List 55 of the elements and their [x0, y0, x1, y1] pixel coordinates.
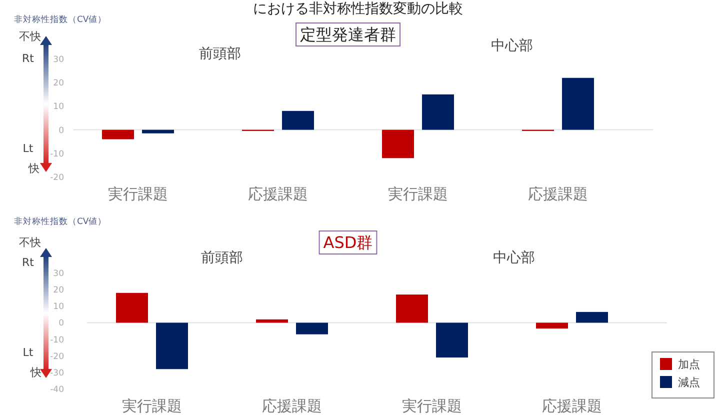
x-tick-label: 応援課題	[262, 397, 322, 415]
x-tick-label: 実行課題	[402, 397, 462, 415]
bar	[396, 294, 428, 323]
y-axis-title: 非対称性指数（CV値）	[14, 14, 107, 25]
bar	[536, 322, 568, 329]
bar	[382, 130, 414, 158]
legend-label: 加点	[678, 358, 700, 371]
bar	[296, 322, 328, 334]
x-tick-label: 実行課題	[122, 397, 182, 415]
chart-subtitle: 定型発達者群	[300, 25, 396, 44]
bar	[436, 322, 468, 358]
y-tick-label: 10	[53, 302, 64, 312]
chart-title: における非対称性指数変動の比較	[253, 1, 463, 17]
bar	[576, 312, 608, 323]
y-tick-label: 30	[53, 55, 64, 65]
y-tick-label: 30	[53, 269, 64, 279]
y-tick-label: -40	[50, 385, 64, 395]
bar	[282, 110, 314, 130]
bar	[116, 292, 148, 323]
y-tick-label: -10	[50, 149, 64, 160]
bar	[142, 130, 174, 134]
x-tick-label: 応援課題	[542, 397, 602, 415]
x-tick-label: 応援課題	[528, 185, 588, 203]
text: 不快	[19, 236, 41, 249]
bar	[256, 319, 288, 323]
text: 中心部	[493, 250, 535, 266]
bar	[422, 94, 454, 130]
chart-subtitle: ASD群	[323, 233, 373, 252]
text: 前頭部	[201, 250, 243, 266]
text: Rt	[22, 256, 35, 269]
text: Rt	[22, 52, 35, 65]
y-tick-label: 0	[58, 318, 64, 329]
text: Lt	[22, 142, 34, 155]
y-tick-label: 0	[58, 126, 64, 136]
y-tick-label: -10	[50, 335, 64, 346]
text: 快	[28, 162, 40, 175]
x-tick-label: 実行課題	[108, 185, 168, 203]
x-tick-label: 応援課題	[248, 185, 308, 203]
x-tick-label: 実行課題	[388, 185, 448, 203]
y-tick-label: 20	[53, 286, 64, 296]
text: 不快	[19, 30, 41, 43]
text: Lt	[22, 346, 34, 359]
y-tick-label: -20	[50, 352, 64, 362]
legend-label: 減点	[678, 376, 700, 389]
y-tick-label: -20	[50, 173, 64, 183]
text: 中心部	[491, 38, 533, 54]
y-axis-title: 非対称性指数（CV値）	[14, 216, 107, 227]
y-tick-label: 20	[53, 78, 64, 89]
bar	[156, 322, 188, 370]
y-tick-label: 10	[53, 102, 64, 112]
annotation: 前頭部	[199, 46, 241, 62]
bar	[562, 78, 594, 130]
bar	[102, 130, 134, 140]
text: 快	[30, 366, 42, 379]
y-tick-label: -30	[50, 368, 64, 378]
